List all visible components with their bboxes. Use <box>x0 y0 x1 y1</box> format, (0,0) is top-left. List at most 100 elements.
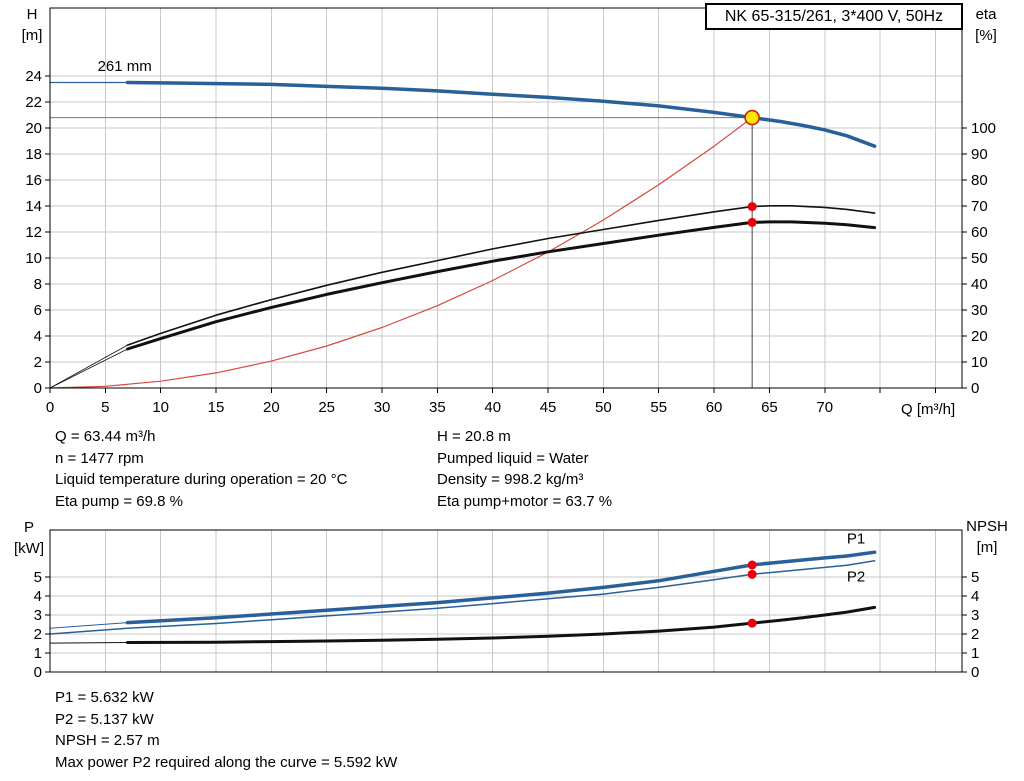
plot-frame <box>49 7 963 389</box>
left-tick-label: 0 <box>34 664 42 681</box>
right-tick-label: 2 <box>971 626 979 643</box>
npsh-duty-dot <box>747 618 757 628</box>
head-axis-title: H [m] <box>16 4 48 46</box>
plot-frame <box>49 529 963 673</box>
info-eta-pump: Eta pump = 69.8 % <box>55 492 183 510</box>
left-tick-label: 10 <box>25 250 42 267</box>
info-head: H = 20.8 m <box>437 428 511 445</box>
x-tick-label: 50 <box>595 399 612 416</box>
left-tick-label: 24 <box>25 68 42 85</box>
x-tick-label: 0 <box>46 399 54 416</box>
right-tick-label: 90 <box>971 146 988 163</box>
info-liquid-temperature: Liquid temperature during operation = 20… <box>55 471 348 488</box>
npsh-axis-name: NPSH <box>966 518 1008 535</box>
x-tick-label: 10 <box>152 399 169 416</box>
info-speed: n = 1477 rpm <box>55 449 144 467</box>
x-tick-label: 60 <box>706 399 723 416</box>
left-tick-label: 22 <box>25 94 42 111</box>
curve-label: P1 <box>847 531 865 548</box>
q-axis-label: Q [m³/h] <box>901 401 956 418</box>
x-tick-label: 25 <box>318 399 335 416</box>
p2-duty-dot <box>747 569 757 579</box>
right-tick-label: 3 <box>971 607 979 624</box>
result-p2: P2 = 5.137 kW <box>55 710 154 728</box>
right-tick-label: 0 <box>971 380 979 397</box>
left-tick-label: 6 <box>34 302 42 319</box>
head-curve-261mm <box>125 80 877 148</box>
npsh-lead-thin <box>49 642 128 644</box>
right-tick-label: 1 <box>971 645 979 662</box>
curve-label: 261 mm <box>98 58 152 75</box>
right-tick-label: 60 <box>971 224 988 241</box>
left-tick-label: 20 <box>25 120 42 137</box>
power-axis-name: P <box>23 519 34 536</box>
x-tick-label: 35 <box>429 399 446 416</box>
right-tick-label: 30 <box>971 302 988 319</box>
right-tick-label: 20 <box>971 328 988 345</box>
head-axis-unit: [m] <box>21 27 43 44</box>
left-tick-label: 3 <box>34 607 42 624</box>
info-pumped-liquid: Pumped liquid = Water <box>437 449 589 467</box>
left-tick-label: 2 <box>34 354 42 371</box>
info-eta-pump-motor: Eta pump+motor = 63.7 % <box>437 492 613 510</box>
result-max-power: Max power P2 required along the curve = … <box>55 753 398 771</box>
right-tick-label: 80 <box>971 172 988 189</box>
eta-axis-title: eta [%] <box>967 4 1005 46</box>
p1-curve <box>125 550 877 625</box>
left-tick-label: 16 <box>25 172 42 189</box>
left-tick-label: 4 <box>34 588 42 605</box>
result-p1: P1 = 5.632 kW <box>55 689 154 706</box>
right-tick-label: 70 <box>971 198 988 215</box>
eta-axis-name: eta <box>975 6 997 23</box>
eta-pump-motor-duty-dot <box>747 217 757 227</box>
left-tick-label: 2 <box>34 626 42 643</box>
eta-pump-lead-thin <box>49 344 128 389</box>
right-tick-label: 40 <box>971 276 988 293</box>
eta-pump-motor-curve <box>126 220 877 351</box>
left-tick-label: 0 <box>34 380 42 397</box>
x-tick-label: 45 <box>540 399 557 416</box>
pump-title-box: NK 65-315/261, 3*400 V, 50Hz <box>705 3 963 30</box>
right-tick-label: 0 <box>971 664 979 681</box>
info-density: Density = 998.2 kg/m³ <box>437 471 584 488</box>
npsh-axis-title: NPSH [m] <box>961 516 1013 558</box>
eta-pump-duty-dot <box>747 202 757 212</box>
eta-axis-unit: [%] <box>975 27 997 44</box>
curve-label: P2 <box>847 569 865 586</box>
npsh-curve <box>126 605 877 644</box>
npsh-axis-unit: [m] <box>976 539 998 556</box>
right-tick-label: 10 <box>971 354 988 371</box>
duty-info-right-column: H = 20.8 m Pumped liquid = Water Density… <box>437 426 612 512</box>
duty-point <box>744 109 760 126</box>
p1-lead-thin <box>49 622 128 629</box>
power-axis-unit: [kW] <box>14 540 44 557</box>
left-tick-label: 12 <box>25 224 42 241</box>
left-tick-label: 5 <box>34 569 42 586</box>
right-tick-label: 4 <box>971 588 979 605</box>
x-tick-label: 15 <box>208 399 225 416</box>
results-block: P1 = 5.632 kW P2 = 5.137 kW NPSH = 2.57 … <box>55 687 397 773</box>
left-tick-label: 14 <box>25 198 42 215</box>
left-tick-label: 8 <box>34 276 42 293</box>
result-npsh: NPSH = 2.57 m <box>55 732 160 749</box>
right-tick-label: 5 <box>971 569 979 586</box>
x-tick-label: 65 <box>761 399 778 416</box>
right-tick-label: 100 <box>971 120 996 137</box>
x-tick-label: 70 <box>816 399 833 416</box>
system-curve <box>49 116 753 389</box>
eta-pump-curve <box>126 205 876 346</box>
x-tick-label: 40 <box>484 399 501 416</box>
duty-info-left-column: Q = 63.44 m³/h n = 1477 rpm Liquid tempe… <box>55 426 347 512</box>
p2-curve <box>49 560 876 635</box>
power-axis-title: P [kW] <box>8 517 50 559</box>
left-tick-label: 1 <box>34 645 42 662</box>
x-tick-label: 20 <box>263 399 280 416</box>
eta-pump-motor-lead-thin <box>49 348 128 389</box>
x-tick-label: 55 <box>650 399 667 416</box>
head-axis-name: H <box>26 6 38 23</box>
x-tick-label: 30 <box>374 399 391 416</box>
left-tick-label: 18 <box>25 146 42 163</box>
x-tick-label: 5 <box>101 399 109 416</box>
